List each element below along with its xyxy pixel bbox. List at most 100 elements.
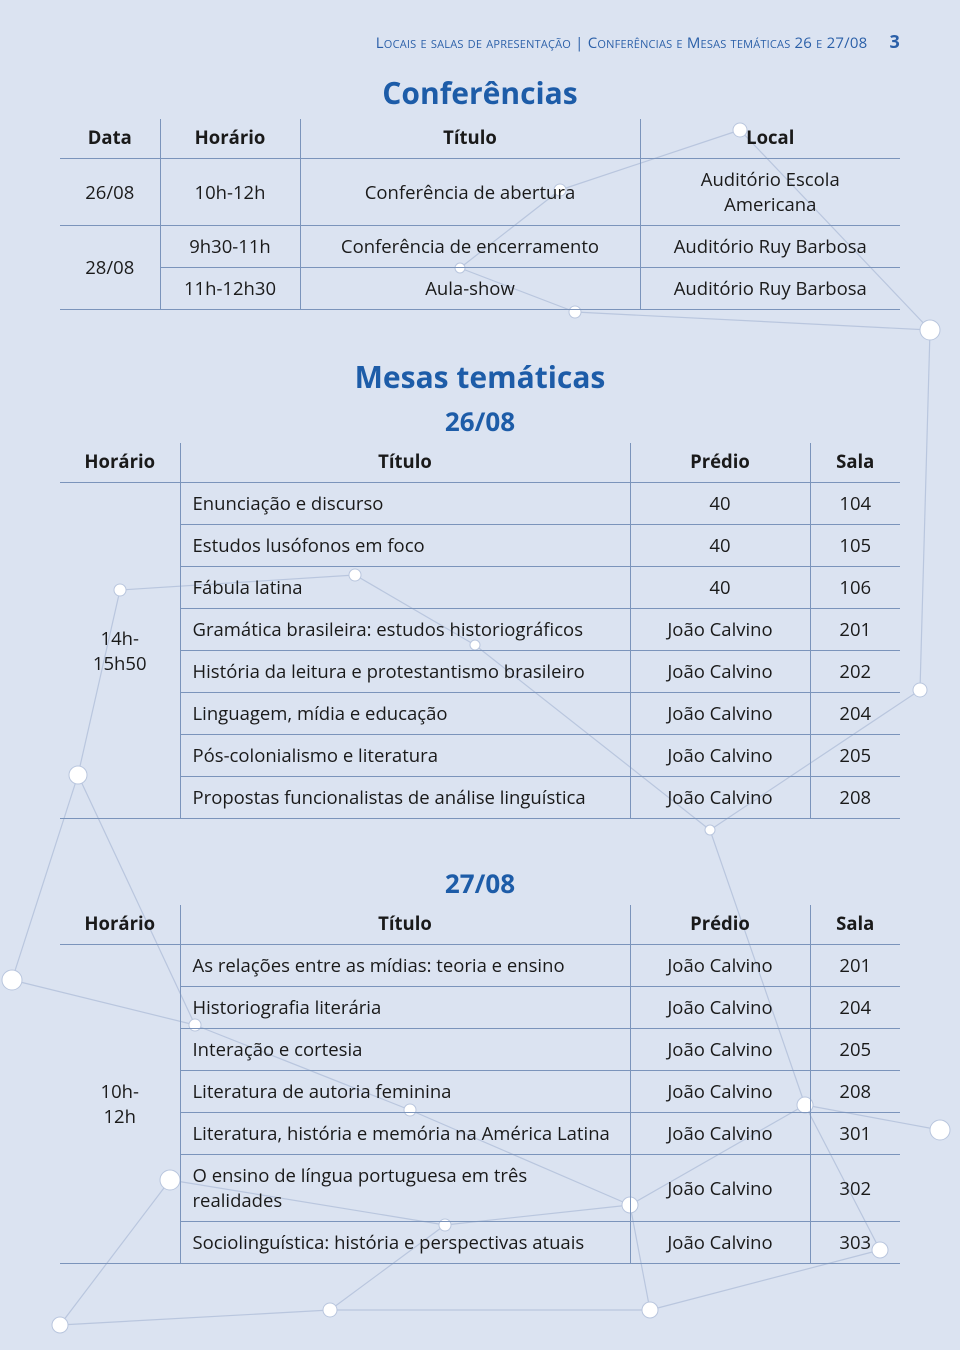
conferencias-body: 26/0810h-12hConferência de aberturaAudit… [60, 159, 900, 310]
cell-titulo: Estudos lusófonos em foco [180, 525, 630, 567]
mesas-date-title: 27/08 [60, 865, 900, 901]
cell-titulo: Linguagem, mídia e educação [180, 693, 630, 735]
cell-predio: João Calvino [630, 987, 810, 1029]
col-header: Horário [60, 443, 180, 483]
cell-predio: 40 [630, 525, 810, 567]
conferencias-table: Data Horário Título Local 26/0810h-12hCo… [60, 119, 900, 310]
running-head-left: Locais e salas de apresentação [376, 33, 571, 53]
cell-predio: João Calvino [630, 1071, 810, 1113]
cell-titulo: Conferência de abertura [300, 159, 640, 226]
cell-predio: João Calvino [630, 945, 810, 987]
cell-sala: 301 [810, 1113, 900, 1155]
cell-sala: 104 [810, 483, 900, 525]
cell-horario: 14h-15h50 [60, 483, 180, 819]
cell-sala: 204 [810, 693, 900, 735]
cell-predio: João Calvino [630, 1222, 810, 1264]
table-row: O ensino de língua portuguesa em três re… [60, 1155, 900, 1222]
cell-horario: 11h-12h30 [160, 268, 300, 310]
cell-predio: João Calvino [630, 777, 810, 819]
cell-titulo: O ensino de língua portuguesa em três re… [180, 1155, 630, 1222]
cell-sala: 205 [810, 1029, 900, 1071]
col-header: Prédio [630, 905, 810, 945]
mesas-title: Mesas temáticas [60, 356, 900, 397]
cell-horario: 10h-12h [160, 159, 300, 226]
running-head-separator: | [575, 33, 588, 53]
running-head-right: Conferências e Mesas temáticas 26 e 27/0… [588, 33, 868, 53]
table-row: Interação e cortesiaJoão Calvino205 [60, 1029, 900, 1071]
cell-predio: João Calvino [630, 693, 810, 735]
cell-local: Auditório Ruy Barbosa [640, 268, 900, 310]
table-row: 11h-12h30Aula-showAuditório Ruy Barbosa [60, 268, 900, 310]
col-titulo: Título [300, 119, 640, 159]
cell-sala: 303 [810, 1222, 900, 1264]
cell-titulo: História da leitura e protestantismo bra… [180, 651, 630, 693]
cell-predio: João Calvino [630, 735, 810, 777]
col-header: Sala [810, 905, 900, 945]
cell-sala: 105 [810, 525, 900, 567]
cell-sala: 202 [810, 651, 900, 693]
cell-titulo: Enunciação e discurso [180, 483, 630, 525]
cell-titulo: Literatura, história e memória na Améric… [180, 1113, 630, 1155]
col-horario: Horário [160, 119, 300, 159]
cell-titulo: Historiografia literária [180, 987, 630, 1029]
cell-titulo: Gramática brasileira: estudos historiogr… [180, 609, 630, 651]
table-row: Linguagem, mídia e educaçãoJoão Calvino2… [60, 693, 900, 735]
mesas-day-block: 27/08HorárioTítuloPrédioSala10h-12hAs re… [60, 865, 900, 1264]
cell-titulo: Propostas funcionalistas de análise ling… [180, 777, 630, 819]
cell-sala: 208 [810, 1071, 900, 1113]
cell-titulo: Conferência de encerramento [300, 226, 640, 268]
col-header: Título [180, 905, 630, 945]
cell-titulo: Aula-show [300, 268, 640, 310]
col-data: Data [60, 119, 160, 159]
table-row: 28/089h30-11hConferência de encerramento… [60, 226, 900, 268]
mesas-table: HorárioTítuloPrédioSala10h-12hAs relaçõe… [60, 905, 900, 1264]
col-header: Título [180, 443, 630, 483]
cell-titulo: Literatura de autoria feminina [180, 1071, 630, 1113]
table-row: Fábula latina40106 [60, 567, 900, 609]
table-row: Gramática brasileira: estudos historiogr… [60, 609, 900, 651]
table-row: Literatura, história e memória na Améric… [60, 1113, 900, 1155]
cell-titulo: Interação e cortesia [180, 1029, 630, 1071]
cell-predio: João Calvino [630, 609, 810, 651]
cell-predio: João Calvino [630, 1113, 810, 1155]
table-row: 14h-15h50Enunciação e discurso40104 [60, 483, 900, 525]
cell-sala: 201 [810, 945, 900, 987]
cell-predio: 40 [630, 567, 810, 609]
col-header: Prédio [630, 443, 810, 483]
cell-sala: 302 [810, 1155, 900, 1222]
cell-data: 26/08 [60, 159, 160, 226]
cell-titulo: Fábula latina [180, 567, 630, 609]
table-row: Estudos lusófonos em foco40105 [60, 525, 900, 567]
cell-local: Auditório Escola Americana [640, 159, 900, 226]
cell-titulo: As relações entre as mídias: teoria e en… [180, 945, 630, 987]
mesas-date-title: 26/08 [60, 403, 900, 439]
table-row: Sociolinguística: história e perspectiva… [60, 1222, 900, 1264]
table-header-row: HorárioTítuloPrédioSala [60, 905, 900, 945]
cell-predio: João Calvino [630, 1029, 810, 1071]
cell-sala: 204 [810, 987, 900, 1029]
running-head: Locais e salas de apresentação | Conferê… [60, 30, 900, 54]
cell-data: 28/08 [60, 226, 160, 310]
col-header: Horário [60, 905, 180, 945]
mesas-table: HorárioTítuloPrédioSala14h-15h50Enunciaç… [60, 443, 900, 819]
table-row: Pós-colonialismo e literaturaJoão Calvin… [60, 735, 900, 777]
table-header-row: Data Horário Título Local [60, 119, 900, 159]
cell-predio: João Calvino [630, 1155, 810, 1222]
page-content: Locais e salas de apresentação | Conferê… [0, 0, 960, 1350]
page-number: 3 [890, 30, 901, 54]
mesas-container: 26/08HorárioTítuloPrédioSala14h-15h50Enu… [60, 403, 900, 1264]
cell-sala: 205 [810, 735, 900, 777]
table-row: História da leitura e protestantismo bra… [60, 651, 900, 693]
cell-horario: 10h-12h [60, 945, 180, 1264]
mesas-body: 10h-12hAs relações entre as mídias: teor… [60, 945, 900, 1264]
cell-predio: João Calvino [630, 651, 810, 693]
table-header-row: HorárioTítuloPrédioSala [60, 443, 900, 483]
cell-sala: 201 [810, 609, 900, 651]
cell-predio: 40 [630, 483, 810, 525]
cell-local: Auditório Ruy Barbosa [640, 226, 900, 268]
table-row: 10h-12hAs relações entre as mídias: teor… [60, 945, 900, 987]
cell-horario: 9h30-11h [160, 226, 300, 268]
mesas-day-block: 26/08 HorárioTítuloPrédioSala14h-15h50Enu… [60, 403, 900, 819]
col-local: Local [640, 119, 900, 159]
cell-titulo: Pós-colonialismo e literatura [180, 735, 630, 777]
